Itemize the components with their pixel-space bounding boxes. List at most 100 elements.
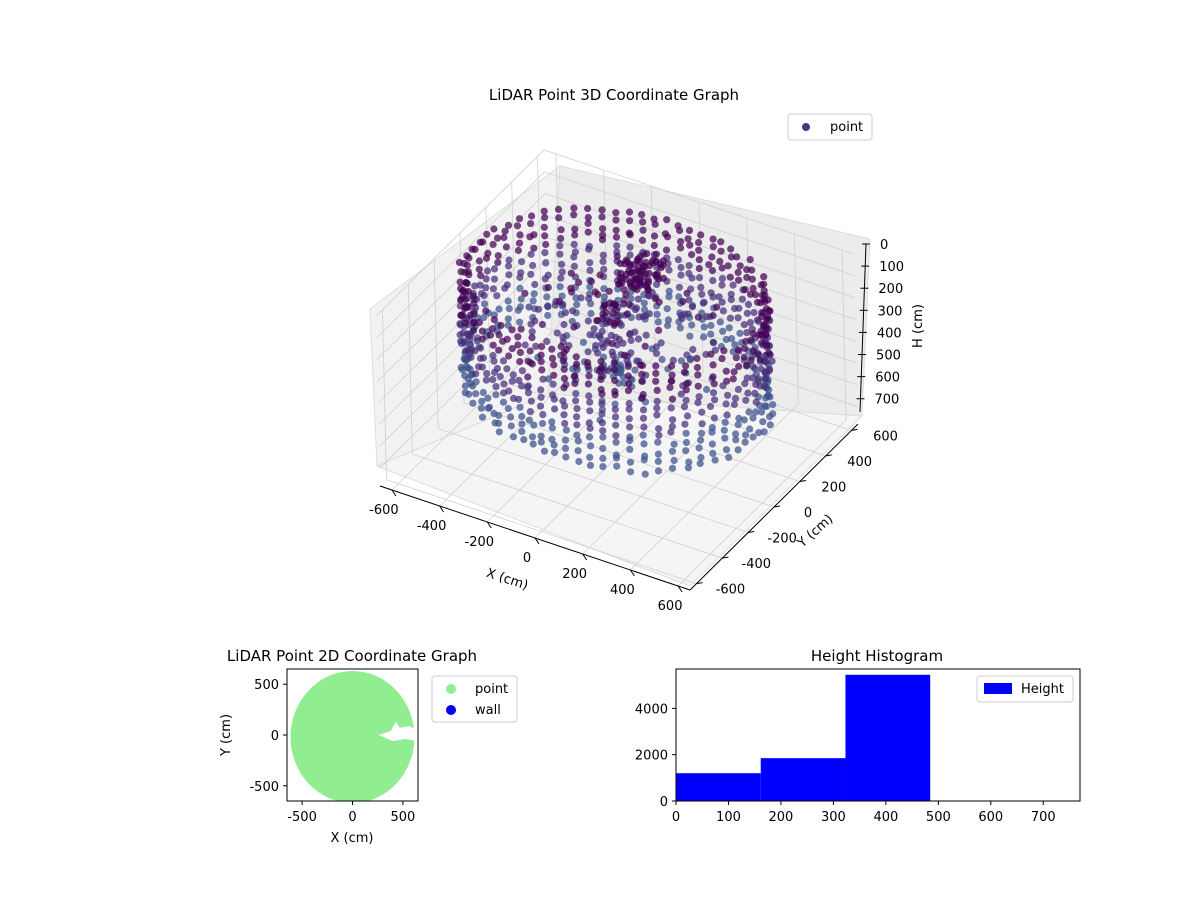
scatter-3d-point bbox=[508, 345, 516, 353]
scatter-3d-point bbox=[586, 331, 594, 339]
scatter-3d-point bbox=[516, 318, 524, 326]
scatter-3d-point bbox=[720, 426, 728, 434]
scatter-3d-point bbox=[713, 303, 721, 311]
y-tick-3d bbox=[722, 556, 729, 559]
scatter-3d-point bbox=[561, 419, 569, 428]
scatter-3d-point bbox=[505, 256, 513, 264]
grid-line-y bbox=[412, 453, 723, 559]
scatter-3d-point bbox=[514, 333, 522, 341]
scatter-3d-point bbox=[525, 303, 533, 311]
scatter-3d-point bbox=[653, 386, 661, 394]
scatter-3d-point bbox=[694, 382, 702, 390]
ticks-histogram: 0 100 200 300 400 500 600 700 0 2000 4000 bbox=[635, 702, 1056, 825]
scatter-3d-point bbox=[462, 279, 470, 287]
scatter-3d-point bbox=[494, 252, 502, 260]
scatter-3d-point bbox=[560, 411, 568, 419]
scatter-3d-point bbox=[675, 283, 684, 291]
scatter-3d-point bbox=[493, 234, 502, 242]
scatter-3d-point bbox=[742, 337, 750, 345]
scatter-3d-point bbox=[530, 421, 538, 429]
scatter-3d-point bbox=[707, 321, 715, 330]
scatter-3d-point bbox=[658, 355, 666, 363]
y-axis-label-2d: Y (cm) bbox=[219, 714, 234, 757]
scatter-3d-point bbox=[625, 300, 633, 309]
scatter-3d-point bbox=[718, 275, 727, 283]
scatter-3d-point bbox=[655, 326, 663, 334]
scatter-3d-point bbox=[639, 406, 648, 414]
scatter-3d-point bbox=[729, 375, 737, 383]
scatter-3d-point bbox=[705, 261, 713, 269]
scatter-3d-point bbox=[502, 243, 510, 251]
x-tick-label-3d: -400 bbox=[417, 519, 447, 534]
scatter-3d-point bbox=[627, 468, 635, 476]
x-tick-label-3d: 600 bbox=[658, 599, 683, 614]
y-tick-label-3d: 600 bbox=[873, 429, 898, 444]
scatter-3d-point bbox=[544, 303, 552, 311]
scatter-3d-point bbox=[489, 341, 497, 349]
scatter-3d-point bbox=[570, 211, 578, 219]
scatter-3d-point bbox=[604, 367, 612, 375]
scatter-3d-point bbox=[561, 436, 570, 444]
scatter-3d-point bbox=[684, 235, 692, 243]
scatter-3d-point bbox=[718, 355, 726, 363]
scatter-3d-point bbox=[756, 356, 764, 364]
scatter-3d-point bbox=[456, 278, 464, 286]
z-tick-label-3d: 200 bbox=[878, 282, 903, 297]
scatter-3d-point bbox=[725, 324, 733, 332]
z-axis-label-3d: H (cm) bbox=[911, 304, 926, 348]
scatter-3d-point bbox=[732, 354, 740, 362]
y-tick-label-2d: 0 bbox=[271, 729, 279, 744]
scatter-3d-point bbox=[732, 436, 740, 444]
scatter-3d-point bbox=[681, 420, 689, 428]
legend-histogram: Height bbox=[976, 675, 1074, 703]
scatter-3d-point bbox=[749, 433, 757, 441]
y-tick-label-3d: 200 bbox=[821, 480, 846, 495]
scatter-3d-point bbox=[500, 233, 508, 242]
scatter-3d-point bbox=[559, 357, 567, 365]
scatter-3d-point bbox=[571, 372, 579, 380]
y-tick-label-hist: 4000 bbox=[635, 702, 668, 717]
scatter-3d-point bbox=[531, 280, 539, 289]
scatter-3d-point bbox=[542, 259, 550, 267]
scatter-3d-point bbox=[613, 242, 621, 250]
scatter-3d-point bbox=[738, 295, 747, 303]
scatter-3d-point bbox=[631, 366, 639, 374]
scatter-3d-point bbox=[730, 400, 739, 409]
scatter-3d-point bbox=[516, 273, 524, 281]
scatter-3d-point bbox=[610, 366, 619, 374]
scatter-3d-point bbox=[626, 458, 635, 466]
scatter-3d-point bbox=[682, 386, 690, 394]
scatter-3d-point bbox=[544, 283, 552, 291]
scatter-3d-point bbox=[674, 256, 683, 264]
scatter-3d-point bbox=[616, 274, 624, 282]
scatter-3d-point bbox=[697, 453, 705, 462]
scatter-3d-points bbox=[455, 204, 777, 478]
scatter-3d-point bbox=[537, 393, 545, 401]
scatter-3d-point bbox=[751, 389, 759, 397]
scatter-3d-point bbox=[517, 325, 525, 333]
scatter-3d-point bbox=[556, 242, 564, 250]
y-tick-label-hist: 2000 bbox=[635, 749, 668, 764]
scatter-3d-point bbox=[550, 441, 558, 449]
scatter-3d-point bbox=[677, 244, 685, 252]
scatter-3d-point bbox=[735, 414, 743, 422]
scatter-3d-point bbox=[633, 267, 641, 275]
scatter-3d-point bbox=[599, 251, 608, 259]
scatter-3d-point bbox=[518, 412, 526, 421]
scatter-3d-point bbox=[465, 390, 473, 398]
scatter-3d-point bbox=[598, 400, 606, 408]
scatter-3d-point bbox=[534, 305, 543, 313]
scatter-3d-point bbox=[561, 444, 570, 452]
grid-line-y-side bbox=[382, 309, 387, 480]
scatter-3d-point bbox=[548, 424, 557, 432]
scatter-3d-point bbox=[509, 433, 518, 441]
scatter-3d-point bbox=[642, 281, 650, 289]
scatter-3d-point bbox=[509, 371, 517, 379]
scatter-3d-point bbox=[669, 416, 677, 424]
scatter-3d-point bbox=[667, 377, 675, 385]
histogram-bar bbox=[845, 674, 931, 801]
scatter-3d-point bbox=[749, 414, 757, 422]
scatter-3d-point bbox=[694, 371, 702, 379]
scatter-3d-point bbox=[765, 413, 774, 421]
legend-histogram-label: Height bbox=[1021, 682, 1064, 697]
